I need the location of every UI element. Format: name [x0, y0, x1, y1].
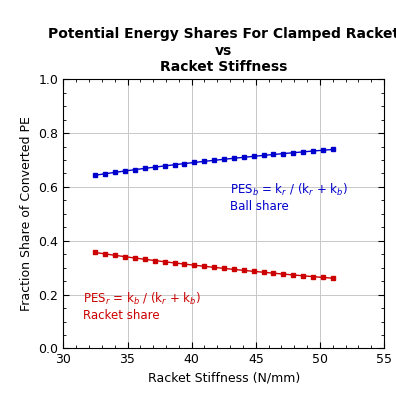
Text: PES$_r$ = k$_b$ / (k$_r$ + k$_b$)
Racket share: PES$_r$ = k$_b$ / (k$_r$ + k$_b$) Racket…	[83, 291, 200, 322]
Y-axis label: Fraction Share of Converted PE: Fraction Share of Converted PE	[20, 116, 33, 311]
Text: PES$_b$ = k$_r$ / (k$_r$ + k$_b$)
Ball share: PES$_b$ = k$_r$ / (k$_r$ + k$_b$) Ball s…	[230, 181, 348, 213]
Title: Potential Energy Shares For Clamped Racket
vs
Racket Stiffness: Potential Energy Shares For Clamped Rack…	[48, 27, 396, 74]
X-axis label: Racket Stiffness (N/mm): Racket Stiffness (N/mm)	[148, 372, 300, 385]
